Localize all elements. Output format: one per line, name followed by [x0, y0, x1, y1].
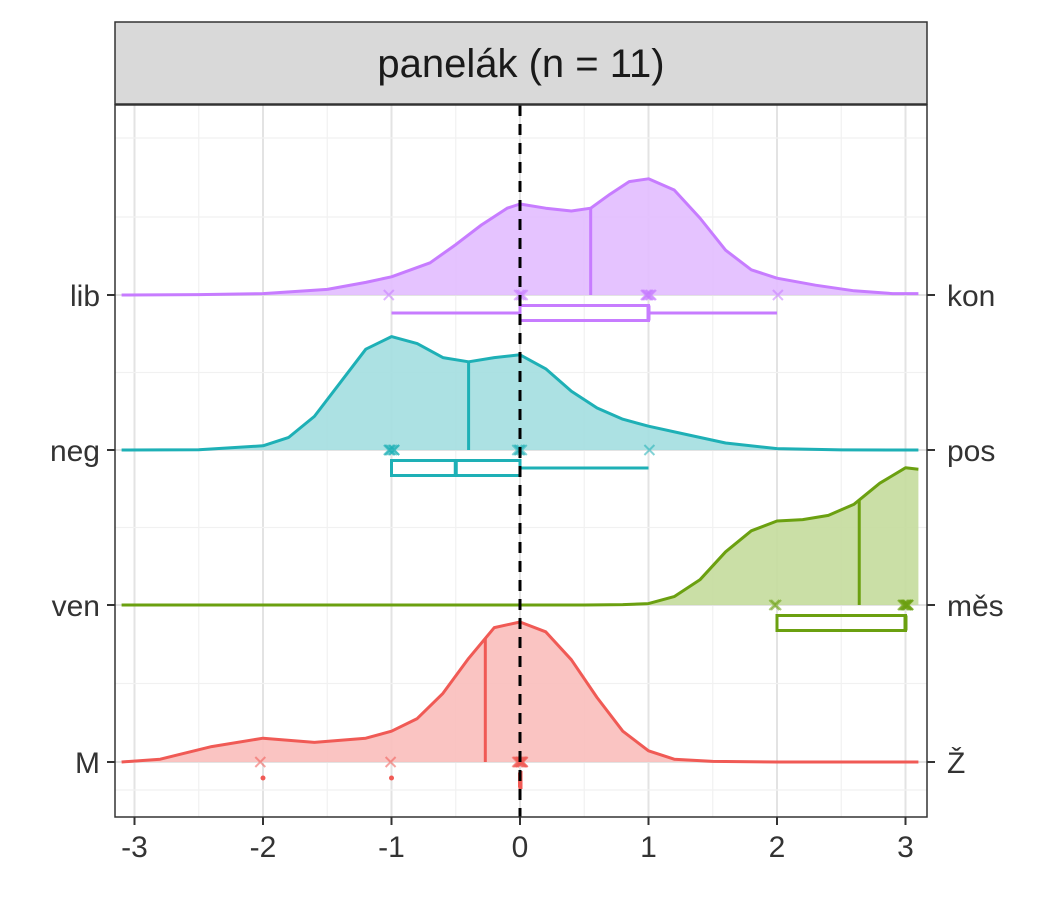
data-point-stroke	[383, 444, 396, 456]
data-point	[770, 599, 782, 611]
data-point-stroke	[516, 444, 528, 456]
data-point-stroke	[516, 756, 529, 768]
data-point-stroke	[772, 289, 784, 301]
density-curve	[121, 177, 919, 297]
data-point-stroke	[900, 599, 913, 611]
density-curve	[121, 466, 919, 607]
series-pair-lib-kon	[121, 177, 919, 322]
data-point-stroke	[768, 599, 781, 611]
data-point	[386, 444, 399, 456]
outlier-point	[389, 775, 394, 781]
axes: -3 -2 -1 0 1 2 3 lib kon neg pos ven měs M Ž	[50, 280, 1004, 864]
data-point-stroke	[898, 599, 911, 611]
row-label-right: Ž	[947, 747, 965, 780]
data-point	[641, 289, 654, 301]
row-label-left: lib	[70, 280, 100, 313]
data-point-stroke	[386, 444, 399, 456]
row-label-right: měs	[947, 590, 1004, 623]
x-tick-label: 2	[769, 831, 786, 864]
row-label-left: neg	[50, 435, 100, 468]
data-point	[516, 444, 528, 456]
row-label-right: pos	[947, 435, 995, 468]
outlier-point	[260, 775, 266, 781]
data-point	[383, 289, 395, 301]
strip-title: panelák (n = 11)	[377, 42, 664, 86]
density-area	[121, 622, 919, 762]
data-point-stroke	[383, 289, 395, 301]
facet-strip: panelák (n = 11)	[114, 21, 928, 105]
data-point-stroke	[384, 756, 397, 768]
series-pair-ven-mes	[121, 466, 919, 632]
x-tick-label: -3	[121, 831, 148, 864]
data-point-stroke	[645, 289, 657, 301]
data-point-stroke	[643, 444, 656, 456]
density-curve	[121, 620, 919, 764]
data-point	[768, 599, 781, 611]
data-point-stroke	[254, 756, 267, 768]
data-point	[902, 599, 914, 611]
data-point	[643, 444, 656, 456]
row-label-right: kon	[947, 280, 995, 313]
data-point	[645, 289, 657, 301]
data-point-stroke	[770, 599, 782, 611]
x-tick-label: -2	[250, 831, 277, 864]
data-point-stroke	[388, 444, 400, 456]
row-label-left: ven	[52, 590, 100, 623]
x-tick-label: 0	[512, 831, 529, 864]
strip-background	[114, 21, 928, 105]
x-tick-label: 1	[640, 831, 657, 864]
density-curve	[121, 335, 919, 452]
data-point-stroke	[511, 444, 524, 456]
x-tick-label: 3	[897, 831, 914, 864]
data-point-stroke	[641, 289, 654, 301]
data-point	[898, 599, 911, 611]
data-point	[384, 756, 397, 768]
density-area	[121, 178, 919, 295]
data-point	[383, 444, 396, 456]
row-label-left: M	[75, 747, 100, 780]
data-point	[388, 444, 400, 456]
x-tick-label: -1	[378, 831, 405, 864]
data-point-stroke	[902, 599, 914, 611]
data-point	[900, 599, 913, 611]
data-point	[772, 289, 784, 301]
density-area	[121, 467, 919, 605]
data-point	[254, 756, 267, 768]
